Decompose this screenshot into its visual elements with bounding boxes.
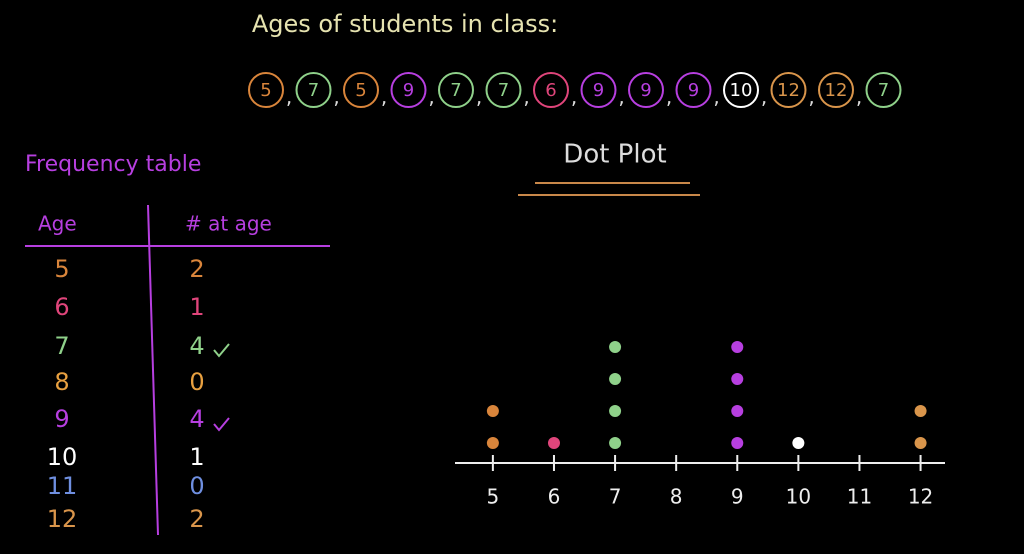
separator: , [428,85,434,109]
age-circle [485,72,522,108]
x-tick-label: 11 [847,485,872,509]
chart-title: Dot Plot [563,140,666,170]
table-cell: 6 [54,293,69,321]
age-circle [818,72,854,108]
separator: , [666,85,672,109]
dot [914,437,927,449]
age-value: 9 [688,80,699,101]
age-value: 12 [777,80,800,101]
dot [731,437,744,449]
table-title: Frequency table [25,152,201,177]
title: Ages of students in class: [252,10,558,38]
age-circle [770,72,807,108]
separator: , [523,85,529,109]
separator: , [808,85,814,109]
age-circle [343,72,379,108]
table-cell: 7 [54,332,69,360]
age-value: 7 [308,80,319,101]
separator: , [476,85,482,109]
age-value: 10 [730,80,753,101]
table-cell: 1 [189,293,204,321]
age-value: 7 [878,80,889,101]
separator: , [618,85,624,109]
age-circle [295,72,332,108]
table-cell: 10 [47,443,78,471]
dot [609,341,622,353]
dot [731,373,744,385]
dot [486,405,499,417]
age-value: 7 [498,80,509,101]
separator: , [571,85,577,109]
x-tick-label: 10 [786,485,811,509]
age-value: 5 [355,80,366,101]
age-value: 9 [640,80,651,101]
x-tick-label: 9 [731,485,744,509]
age-value: 12 [825,80,848,101]
age-circle [438,72,474,108]
table-cell: 9 [54,405,69,433]
x-tick-label: 12 [908,485,933,509]
table-cell: 5 [54,255,69,283]
age-circle [628,72,664,108]
table-cell: 2 [189,505,204,533]
check-mark [213,343,230,358]
age-value: 5 [260,80,271,101]
x-tick-label: 7 [609,485,622,509]
table-cell: 1 [189,443,204,471]
age-value: 7 [450,80,461,101]
x-tick-label: 6 [548,485,561,509]
age-circle [865,72,902,108]
age-circle [675,72,712,108]
dot [731,405,744,417]
table-cell: 0 [189,472,204,500]
age-value: 6 [545,80,556,101]
age-value: 9 [403,80,414,101]
dot [609,437,622,449]
table-cell: 8 [54,368,69,396]
separator: , [286,85,292,109]
separator: , [713,85,719,109]
table-cell: 12 [47,505,78,533]
dot-plot: 5 6 7 8 9 10 11 12 [455,341,945,509]
separator: , [761,85,767,109]
table-cell: 11 [47,472,78,500]
table-cell: 2 [189,255,204,283]
age-circle [390,72,427,108]
separator: , [381,85,387,109]
table-body: 5 26 17 48 09 410 111 012 2 [47,255,205,533]
age-sequence: 5, 7, 5, 9, 7, 7, 6, 9, 9, 9, 10, 12, 12, 7 [248,72,902,109]
table-header: # at age [185,212,272,236]
table-rule [147,204,159,536]
dot [486,437,499,449]
age-circle [580,72,617,108]
table-cell: 0 [189,368,204,396]
check-mark [213,417,230,432]
age-value: 9 [593,80,604,101]
separator: , [856,85,862,109]
table-cell: 4 [189,405,204,433]
age-circle [248,72,284,108]
table-cell: 4 [189,332,204,360]
dot [547,437,560,449]
x-tick-label: 8 [670,485,683,509]
dot [792,437,805,449]
dot [731,341,744,353]
x-tick-label: 5 [487,485,500,509]
dot [609,405,622,417]
dot [609,373,622,385]
age-circle [533,72,569,108]
table-header: Age [38,212,77,236]
dot [914,405,927,417]
age-circle [723,72,759,108]
separator: , [333,85,339,109]
